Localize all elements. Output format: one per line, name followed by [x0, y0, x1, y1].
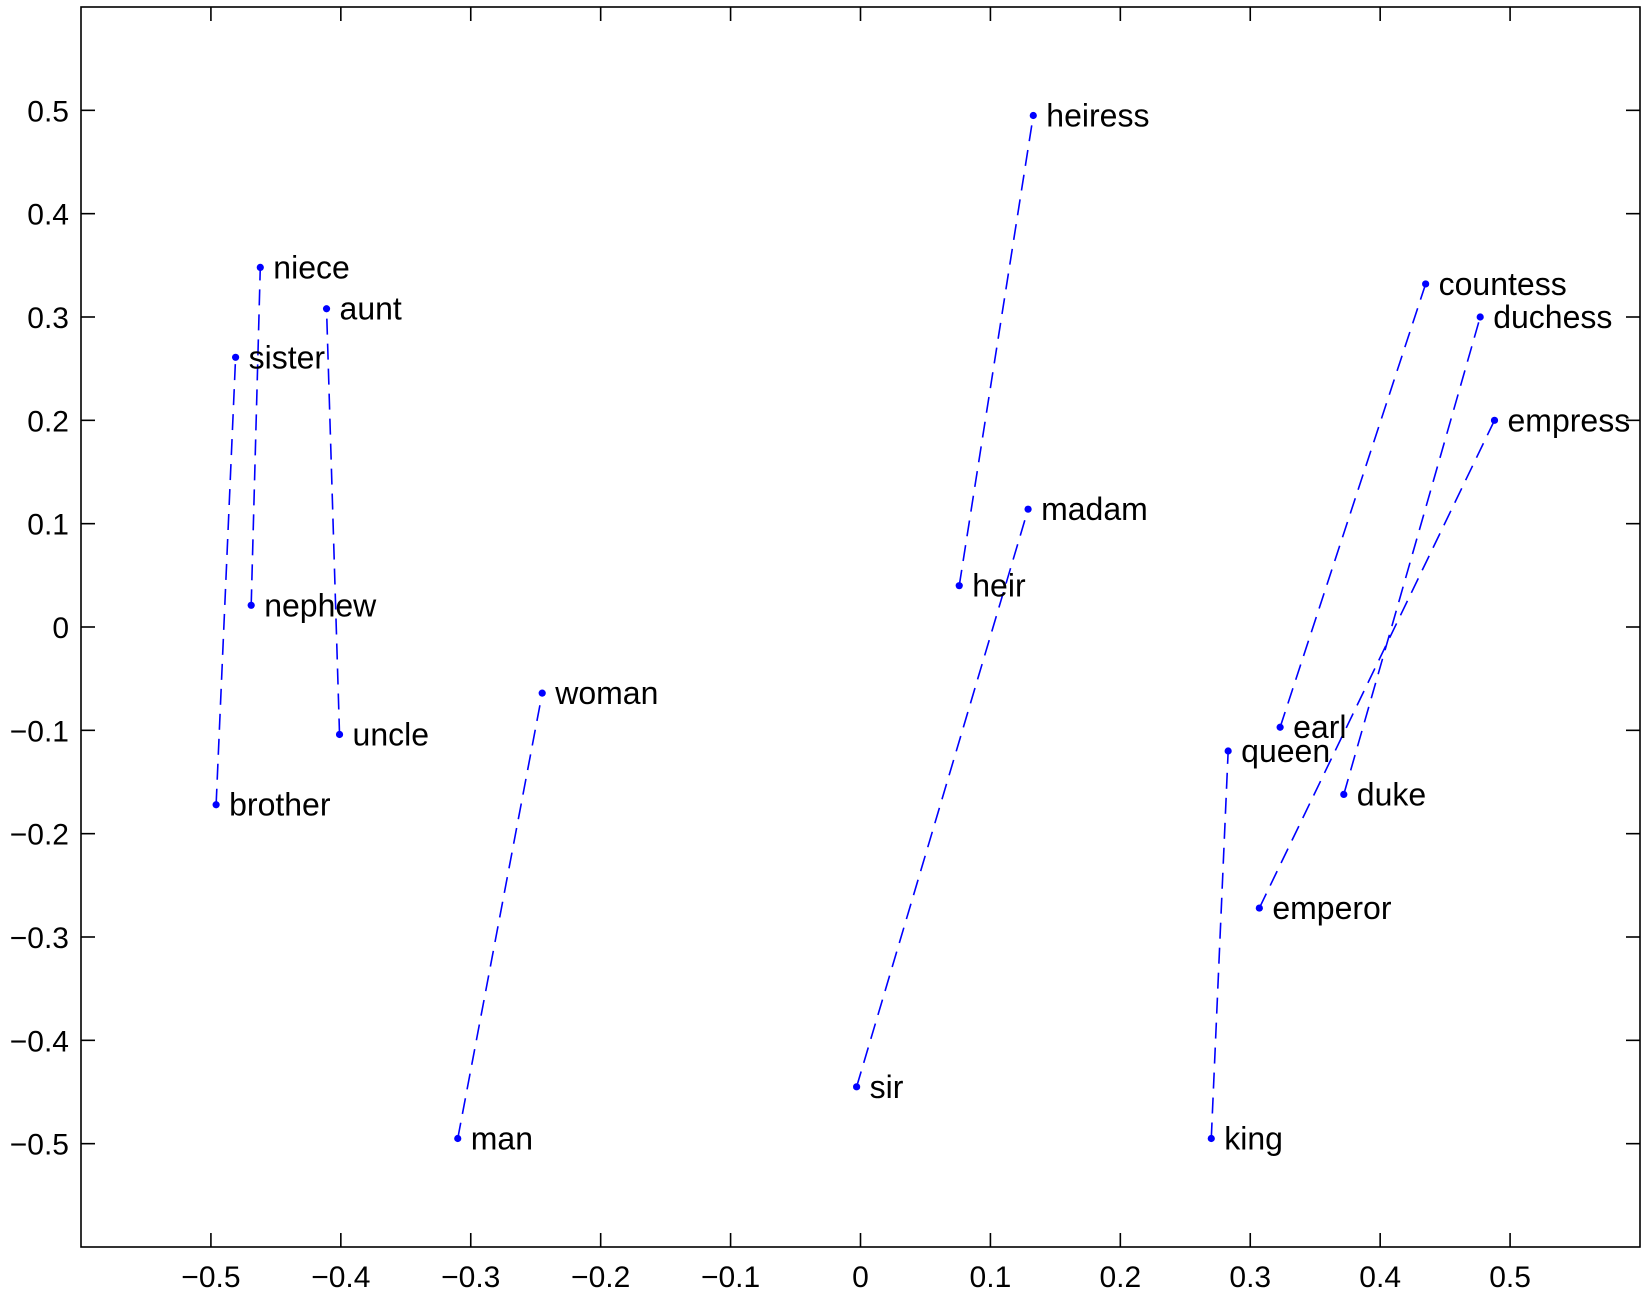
y-tick-label: 0.5 — [27, 95, 69, 128]
label-heir: heir — [972, 568, 1026, 604]
pair-line-duke-duchess — [1343, 316, 1481, 795]
label-emperor: emperor — [1272, 890, 1392, 926]
label-heiress: heiress — [1046, 98, 1149, 134]
label-earl: earl — [1293, 709, 1346, 745]
point-empress — [1490, 416, 1499, 424]
x-tick-label: −0.2 — [571, 1261, 630, 1294]
y-tick-label: −0.5 — [10, 1129, 69, 1162]
label-king: king — [1224, 1121, 1283, 1157]
x-tick-label: −0.4 — [311, 1261, 370, 1294]
x-tick-label: −0.5 — [181, 1261, 240, 1294]
label-nephew: nephew — [264, 587, 377, 623]
point-earl — [1276, 723, 1284, 731]
y-tick-label: −0.3 — [10, 922, 69, 955]
label-niece: niece — [273, 249, 350, 285]
data-points — [212, 111, 1499, 1143]
x-tick-label: 0.3 — [1229, 1261, 1271, 1294]
y-tick-label: −0.1 — [10, 715, 69, 748]
point-queen — [1224, 747, 1232, 755]
label-duchess: duchess — [1493, 299, 1612, 335]
point-duchess — [1476, 313, 1484, 321]
label-sir: sir — [870, 1069, 904, 1105]
point-king — [1207, 1134, 1215, 1143]
y-tick-label: −0.2 — [10, 819, 69, 852]
point-nephew — [247, 601, 255, 609]
y-tick-label: 0 — [52, 612, 69, 645]
x-tick-label: −0.3 — [441, 1261, 500, 1294]
x-tick-label: −0.1 — [701, 1261, 760, 1294]
label-man: man — [471, 1121, 533, 1157]
point-duke — [1340, 790, 1348, 799]
label-woman: woman — [554, 675, 658, 711]
x-tick-label: 0.5 — [1489, 1261, 1531, 1294]
x-tick-label: 0.2 — [1099, 1261, 1141, 1294]
pair-line-uncle-aunt — [325, 308, 341, 735]
pair-line-man-woman — [456, 692, 543, 1139]
label-madam: madam — [1041, 491, 1148, 527]
pair-line-earl-countess — [1279, 283, 1427, 728]
label-aunt: aunt — [340, 291, 402, 327]
point-woman — [538, 689, 546, 697]
x-tick-label: 0.4 — [1359, 1261, 1401, 1294]
point-uncle — [335, 730, 344, 739]
pair-line-nephew-niece — [250, 267, 262, 606]
point-niece — [256, 263, 264, 271]
label-sister: sister — [249, 339, 326, 375]
axes: −0.5 −0.4 −0.3 −0.2 −0.1 0 0.1 0.2 0.3 0.4 0.5 −0.5… — [10, 6, 1641, 1294]
point-sir — [853, 1083, 861, 1091]
pair-line-heir-heiress — [958, 115, 1035, 586]
point-man — [454, 1134, 462, 1143]
point-countess — [1422, 280, 1430, 288]
pair-line-sir-madam — [855, 508, 1029, 1088]
x-tick-label: 0.1 — [970, 1261, 1012, 1294]
x-tick-label: 0 — [852, 1261, 869, 1294]
point-emperor — [1255, 904, 1263, 912]
label-countess: countess — [1439, 266, 1567, 302]
y-tick-label: 0.3 — [27, 302, 69, 335]
y-tick-label: −0.4 — [10, 1025, 69, 1058]
pair-line-emperor-empress — [1258, 419, 1496, 909]
label-empress: empress — [1507, 402, 1630, 438]
pair-line-king-queen — [1210, 750, 1229, 1139]
label-uncle: uncle — [353, 716, 430, 752]
y-tick-label: 0.1 — [27, 509, 69, 542]
point-heir — [955, 582, 963, 590]
point-aunt — [322, 305, 331, 313]
point-madam — [1024, 505, 1032, 513]
point-sister — [232, 353, 240, 361]
point-brother — [212, 801, 220, 809]
label-brother: brother — [229, 787, 331, 823]
label-queen: queen — [1241, 733, 1330, 769]
pair-lines — [215, 115, 1496, 1139]
point-heiress — [1029, 111, 1037, 120]
y-tick-label: 0.2 — [27, 405, 69, 438]
label-duke: duke — [1357, 776, 1426, 812]
y-tick-label: 0.4 — [27, 199, 69, 232]
